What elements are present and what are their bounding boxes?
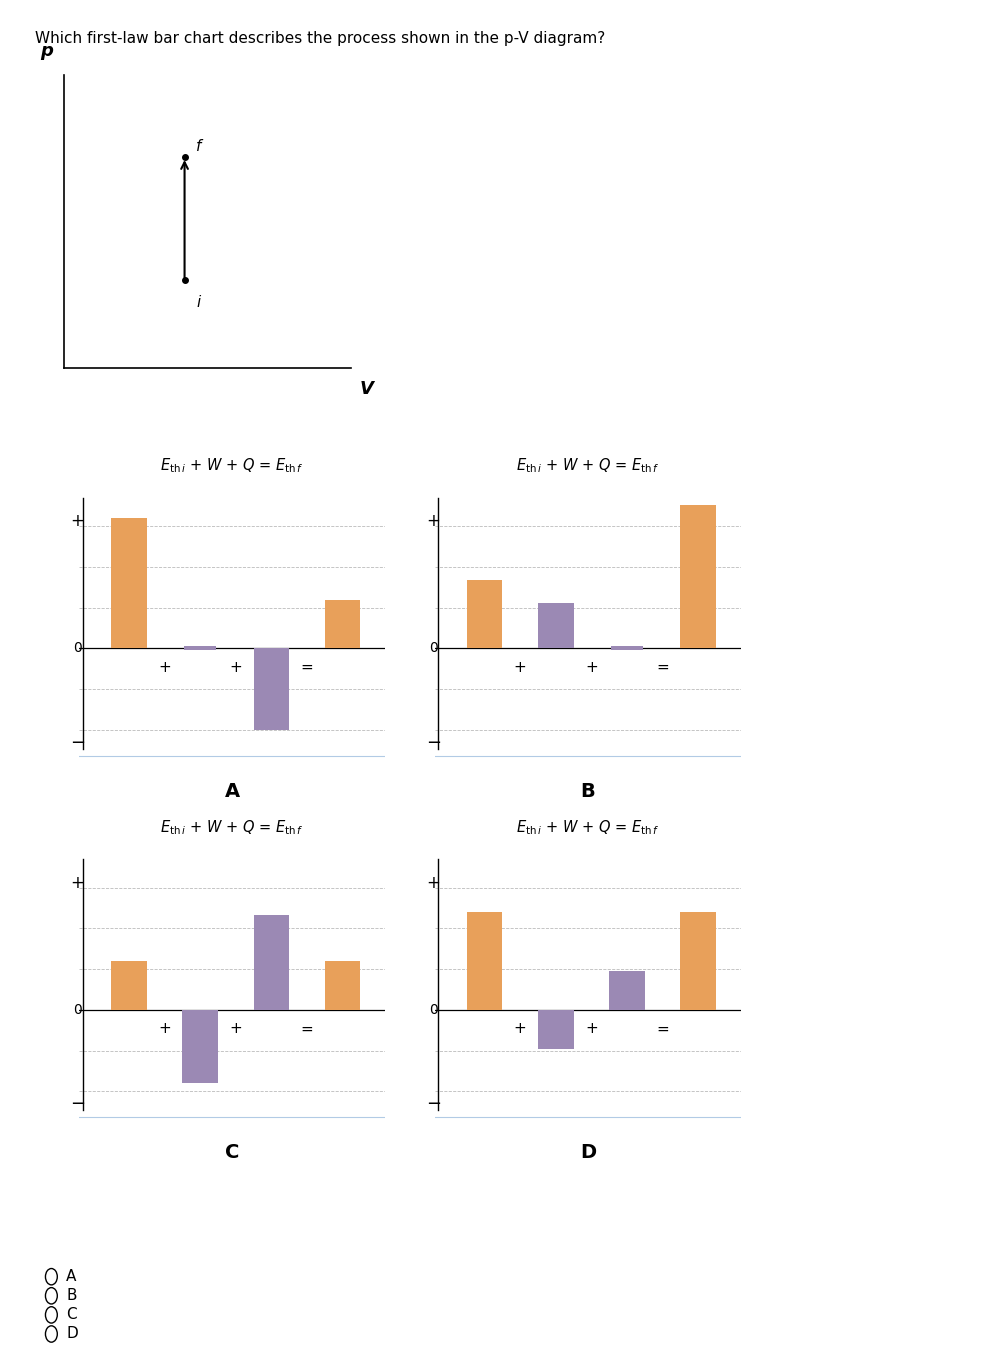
Text: +: + bbox=[585, 1022, 598, 1037]
Text: =: = bbox=[300, 660, 313, 675]
Text: +: + bbox=[427, 874, 441, 892]
Text: 0: 0 bbox=[73, 641, 82, 656]
Bar bbox=[325, 962, 361, 1009]
Bar bbox=[538, 1009, 574, 1049]
Text: A: A bbox=[224, 782, 240, 801]
Text: D: D bbox=[580, 1143, 596, 1162]
Bar bbox=[681, 505, 716, 648]
Text: B: B bbox=[581, 782, 595, 801]
Bar bbox=[111, 962, 146, 1009]
Bar bbox=[254, 915, 289, 1009]
Text: 0: 0 bbox=[429, 1003, 438, 1018]
Text: −: − bbox=[426, 734, 441, 752]
Bar bbox=[325, 600, 361, 648]
Text: i: i bbox=[196, 295, 201, 310]
Text: Which first-law bar chart describes the process shown in the p-V diagram?: Which first-law bar chart describes the … bbox=[35, 31, 605, 46]
Text: 0: 0 bbox=[429, 641, 438, 656]
Title: $\mathit{E}_{\mathrm{th}\,i}$ + $\mathit{W}$ + $\mathit{Q}$ = $\mathit{E}_{\math: $\mathit{E}_{\mathrm{th}\,i}$ + $\mathit… bbox=[516, 457, 660, 475]
Bar bbox=[466, 580, 502, 648]
Title: $\mathit{E}_{\mathrm{th}\,i}$ + $\mathit{W}$ + $\mathit{Q}$ = $\mathit{E}_{\math: $\mathit{E}_{\mathrm{th}\,i}$ + $\mathit… bbox=[516, 818, 660, 836]
Text: +: + bbox=[158, 660, 171, 675]
Bar bbox=[681, 913, 716, 1009]
Text: =: = bbox=[656, 660, 669, 675]
Text: −: − bbox=[70, 1095, 85, 1113]
Bar bbox=[538, 603, 574, 648]
Text: p: p bbox=[41, 42, 53, 60]
Text: =: = bbox=[300, 1022, 313, 1037]
Text: −: − bbox=[426, 1095, 441, 1113]
Text: +: + bbox=[71, 874, 85, 892]
Bar bbox=[183, 1009, 218, 1083]
Bar bbox=[610, 971, 645, 1009]
Bar bbox=[254, 648, 289, 730]
Text: A: A bbox=[66, 1270, 77, 1284]
Text: +: + bbox=[514, 1022, 527, 1037]
Text: =: = bbox=[656, 1022, 669, 1037]
Title: $\mathit{E}_{\mathrm{th}\,i}$ + $\mathit{W}$ + $\mathit{Q}$ = $\mathit{E}_{\math: $\mathit{E}_{\mathrm{th}\,i}$ + $\mathit… bbox=[160, 457, 304, 475]
Text: C: C bbox=[225, 1143, 239, 1162]
Text: B: B bbox=[66, 1289, 77, 1303]
Bar bbox=[611, 647, 643, 651]
Text: +: + bbox=[229, 1022, 242, 1037]
Title: $\mathit{E}_{\mathrm{th}\,i}$ + $\mathit{W}$ + $\mathit{Q}$ = $\mathit{E}_{\math: $\mathit{E}_{\mathrm{th}\,i}$ + $\mathit… bbox=[160, 818, 304, 836]
Text: D: D bbox=[66, 1327, 78, 1341]
Text: C: C bbox=[66, 1308, 77, 1322]
Text: +: + bbox=[427, 513, 441, 531]
Bar bbox=[466, 913, 502, 1009]
Text: +: + bbox=[585, 660, 598, 675]
Text: +: + bbox=[229, 660, 242, 675]
Text: f: f bbox=[196, 139, 202, 154]
Text: +: + bbox=[514, 660, 527, 675]
Bar bbox=[184, 647, 216, 651]
Text: 0: 0 bbox=[73, 1003, 82, 1018]
Text: V: V bbox=[360, 381, 373, 398]
Text: −: − bbox=[70, 734, 85, 752]
Text: +: + bbox=[71, 513, 85, 531]
Text: +: + bbox=[158, 1022, 171, 1037]
Bar bbox=[111, 518, 146, 648]
